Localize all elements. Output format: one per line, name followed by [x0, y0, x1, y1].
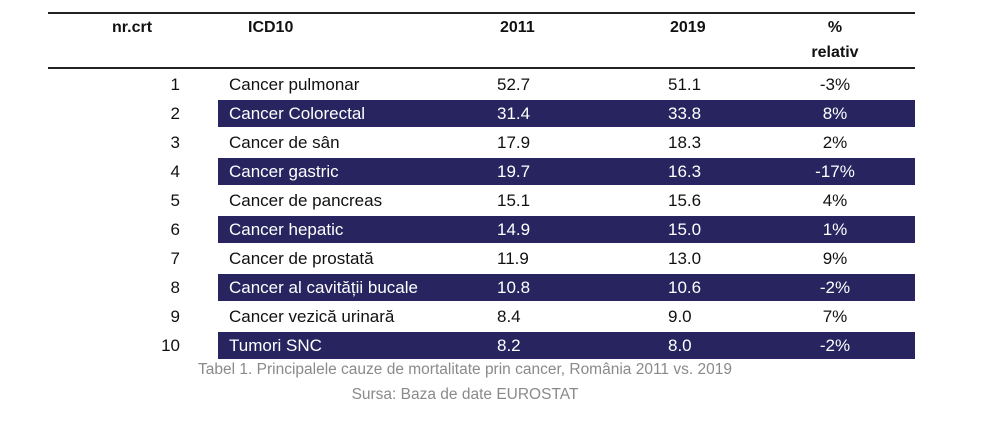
row-number: 1 [170, 75, 180, 94]
row-number: 10 [161, 336, 180, 355]
row-highlight-band [218, 216, 915, 243]
relative-change: 9% [822, 249, 848, 268]
cancer-type: Tumori SNC [229, 336, 322, 355]
table-row: 1 Cancer pulmonar 52.7 51.1 -3% [0, 71, 1000, 98]
table-row: 8 Cancer al cavității bucale 10.8 10.6 -2% [0, 274, 1000, 301]
cancer-type: Cancer de prostată [229, 249, 374, 268]
value-2019: 33.8 [668, 104, 702, 123]
row-number: 4 [170, 162, 180, 181]
value-2011: 31.4 [497, 104, 531, 123]
relative-change: 1% [822, 220, 848, 239]
value-2011: 14.9 [497, 220, 531, 239]
relative-change: -2% [819, 278, 851, 297]
table-row: 2 Cancer Colorectal 31.4 33.8 8% [0, 100, 1000, 127]
value-2019: 15.6 [668, 191, 702, 210]
row-number: 9 [170, 307, 180, 326]
cancer-type: Cancer gastric [229, 162, 339, 181]
table-row: 7 Cancer de prostată 11.9 13.0 9% [0, 245, 1000, 272]
relative-change: 2% [822, 133, 848, 152]
value-2011: 15.1 [497, 191, 531, 210]
table-row: 5 Cancer de pancreas 15.1 15.6 4% [0, 187, 1000, 214]
cancer-type: Cancer pulmonar [229, 75, 360, 94]
table-row: 6 Cancer hepatic 14.9 15.0 1% [0, 216, 1000, 243]
value-2011: 8.2 [497, 336, 521, 355]
value-2019: 16.3 [668, 162, 702, 181]
row-number: 8 [170, 278, 180, 297]
row-highlight-band [218, 158, 915, 185]
row-number: 6 [170, 220, 180, 239]
header-nr-crt: nr.crt [112, 19, 153, 36]
value-2011: 52.7 [497, 75, 531, 94]
table-row: 10 Tumori SNC 8.2 8.0 -2% [0, 332, 1000, 359]
table-top-rule [48, 12, 915, 14]
row-highlight-band [218, 100, 915, 127]
value-2011: 11.9 [497, 249, 529, 268]
table-row: 3 Cancer de sân 17.9 18.3 2% [0, 129, 1000, 156]
value-2019: 15.0 [668, 220, 702, 239]
row-number: 3 [170, 133, 180, 152]
table-source: Sursa: Baza de date EUROSTAT [351, 386, 579, 403]
value-2019: 8.0 [668, 336, 692, 355]
table-row: 4 Cancer gastric 19.7 16.3 -17% [0, 158, 1000, 185]
header-icd10: ICD10 [248, 19, 294, 36]
row-number: 5 [170, 191, 180, 210]
row-number: 2 [170, 104, 180, 123]
value-2011: 17.9 [497, 133, 531, 152]
relative-change: 7% [822, 307, 848, 326]
cancer-type: Cancer de pancreas [229, 191, 383, 210]
value-2019: 13.0 [668, 249, 702, 268]
value-2019: 18.3 [668, 133, 702, 152]
relative-change: -17% [815, 162, 855, 181]
cancer-type: Cancer vezică urinară [229, 307, 395, 326]
value-2019: 9.0 [668, 307, 692, 326]
relative-change: -2% [819, 336, 851, 355]
cancer-type: Cancer al cavității bucale [229, 278, 418, 297]
cancer-type: Cancer Colorectal [229, 104, 366, 123]
header-2019: 2019 [670, 19, 706, 36]
header-2011: 2011 [500, 19, 535, 36]
value-2011: 10.8 [497, 278, 531, 297]
relative-change: -3% [819, 75, 851, 94]
value-2019: 51.1 [668, 75, 702, 94]
value-2011: 8.4 [497, 307, 521, 326]
value-2019: 10.6 [668, 278, 702, 297]
header-pct: % [827, 19, 843, 36]
row-highlight-band [218, 274, 915, 301]
header-pct-relativ: relativ [811, 44, 859, 61]
relative-change: 4% [822, 191, 848, 210]
table-row: 9 Cancer vezică urinară 8.4 9.0 7% [0, 303, 1000, 330]
row-highlight-band [218, 332, 915, 359]
value-2011: 19.7 [497, 162, 531, 181]
row-number: 7 [170, 249, 180, 268]
header-bottom-rule [48, 67, 915, 69]
cancer-type: Cancer de sân [229, 133, 340, 152]
cancer-type: Cancer hepatic [229, 220, 344, 239]
table-caption: Tabel 1. Principalele cauze de mortalita… [198, 361, 732, 378]
relative-change: 8% [822, 104, 848, 123]
